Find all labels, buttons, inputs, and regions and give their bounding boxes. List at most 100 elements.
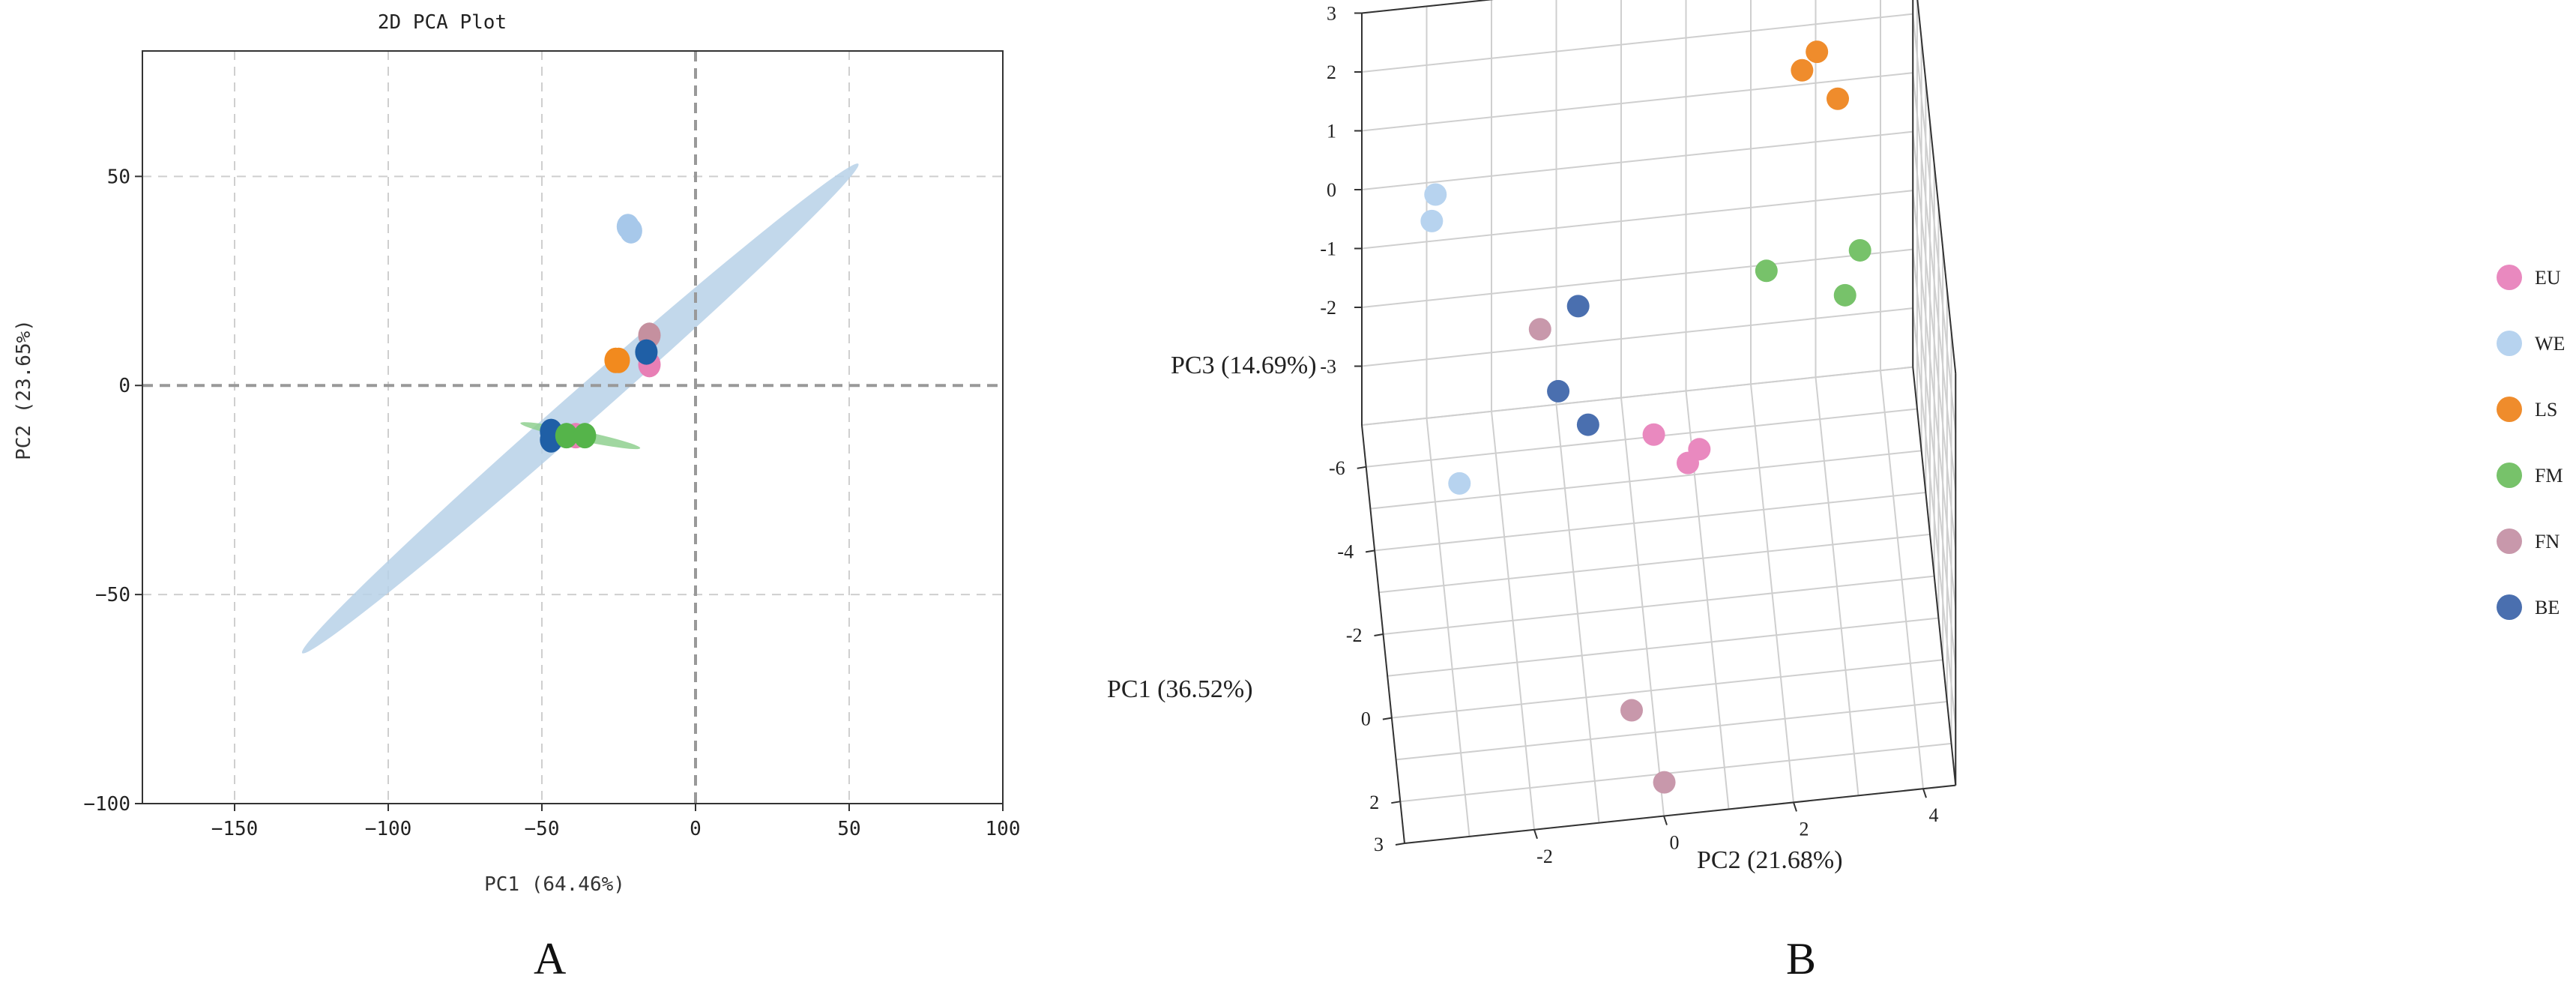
z-tick-label: 0 [1327,179,1336,201]
grid-line [1361,13,1913,73]
point-fm [573,423,597,449]
point-be [1547,379,1570,403]
legend-label-we: WE [2535,333,2565,355]
point-ls [1827,87,1850,110]
grid-line [1361,307,1913,367]
grid-line [1391,659,1943,719]
point-be [1576,413,1599,436]
x-tick-mark [1533,829,1538,840]
chart-title: 2D PCA Plot [378,11,507,34]
x-tick-label: −50 [525,818,560,840]
grid-line [1370,450,1922,510]
y-tick-label: -6 [1329,457,1345,479]
point-be [635,339,658,365]
grid-line [1361,130,1913,190]
point-we [1420,209,1444,232]
point-we [619,217,642,244]
x-tick-mark [1793,802,1797,812]
point-ls [607,347,630,373]
confidence-ellipses [301,163,859,654]
pane-edge [1361,0,1494,14]
y-tick-label: −50 [95,584,130,606]
pane-edge [1912,367,1957,786]
x-axis-line [1404,784,1956,844]
grid-line [1387,617,1939,677]
x-tick-label: −150 [211,818,259,840]
grid-line [1396,701,1947,761]
pca-2d-chart: 2D PCA Plot −150 −100 −50 0 50 100−100−50050 … [13,11,1020,896]
z-tick-label: -3 [1320,356,1336,378]
point-we [1448,472,1471,495]
x-tick-label: 4 [1929,804,1939,826]
grid-line [1912,249,1957,668]
x-tick-label: 0 [1670,832,1680,854]
legend-marker-fn [2497,528,2522,554]
y-tick-mark [1374,633,1384,636]
x-axis-label: PC2 (21.68%) [1697,846,1843,874]
grid-line [1912,131,1957,550]
legend-label-fm: FM [2535,465,2563,487]
panel-label-a: A [534,934,567,984]
y-axis-label: PC2 (23.65%) [13,319,35,460]
plot-frame [142,50,1004,804]
confidence-ellipse-we [301,163,859,654]
point-eu [1688,438,1711,461]
point-fn [1620,699,1644,722]
y-tick-label: 0 [1361,708,1371,730]
x-tick-label: 2 [1800,818,1809,840]
x-tick-label: 50 [837,818,860,840]
z-tick-label: 3 [1327,3,1336,25]
z-tick-label: -1 [1320,238,1336,260]
pca-3d-chart: -3 -2 -1 0 1 2 3 -6 -4 -2 0 2 3 -2 0 2 4 EU WE LS FM FN BE PC… [1107,0,2565,874]
y-tick-mark [1357,466,1366,469]
x-tick-label: 100 [986,818,1021,840]
y-tick-mark [1365,549,1375,553]
pane-edge [1916,0,1957,374]
grid-line [1361,248,1913,308]
legend-marker-fm [2497,463,2522,488]
grid-line [1361,190,1913,250]
grid-line [1912,13,1957,433]
legend: EU WE LS FM FN BE [2497,265,2565,620]
legend-label-fn: FN [2535,531,2560,552]
point-fn [1653,771,1676,794]
grid-lines [142,51,1003,804]
point-fm [1755,259,1778,283]
grid-line [1378,533,1931,594]
grid-line [1912,308,1957,727]
legend-marker-be [2497,594,2522,620]
grid-line [1912,190,1957,609]
y-tick-label: 0 [118,375,130,397]
y-tick-label: −100 [83,793,130,816]
x-tick-label: −100 [365,818,412,840]
axis-ticks: −150 −100 −50 0 50 100 −100 −50 0 50 [83,166,1020,840]
y-tick-mark [1395,843,1405,846]
point-eu [1642,423,1665,446]
x-axis-label: PC1 (64.46%) [484,873,625,896]
back-pane [1362,0,1913,425]
y-tick-label: 50 [107,166,130,188]
grid-line [1366,408,1918,468]
z-tick-label: 1 [1327,121,1336,142]
y-tick-label: -2 [1346,624,1363,646]
grid-line [1361,366,1913,426]
legend-label-eu: EU [2535,267,2561,289]
grid-line [1361,72,1913,132]
legend-label-ls: LS [2535,399,2557,421]
y-tick-label: 2 [1369,792,1379,813]
point-we [1424,183,1447,206]
legend-marker-ls [2497,397,2522,422]
z-tick-label: 2 [1327,61,1336,83]
y-tick-mark [1382,717,1393,720]
x-tick-mark [1922,788,1927,798]
z-axis-label: PC3 (14.69%) [1171,352,1317,379]
data-points [540,214,661,453]
panel-label-b: B [1786,934,1817,984]
grid-line [1374,492,1926,552]
z-tick-label: -2 [1320,297,1336,319]
x-tick-mark [1663,816,1668,825]
point-fm [555,423,578,449]
x-tick-label: 0 [690,818,702,840]
y-tick-label: 3 [1374,834,1384,855]
point-fn [1528,318,1551,341]
